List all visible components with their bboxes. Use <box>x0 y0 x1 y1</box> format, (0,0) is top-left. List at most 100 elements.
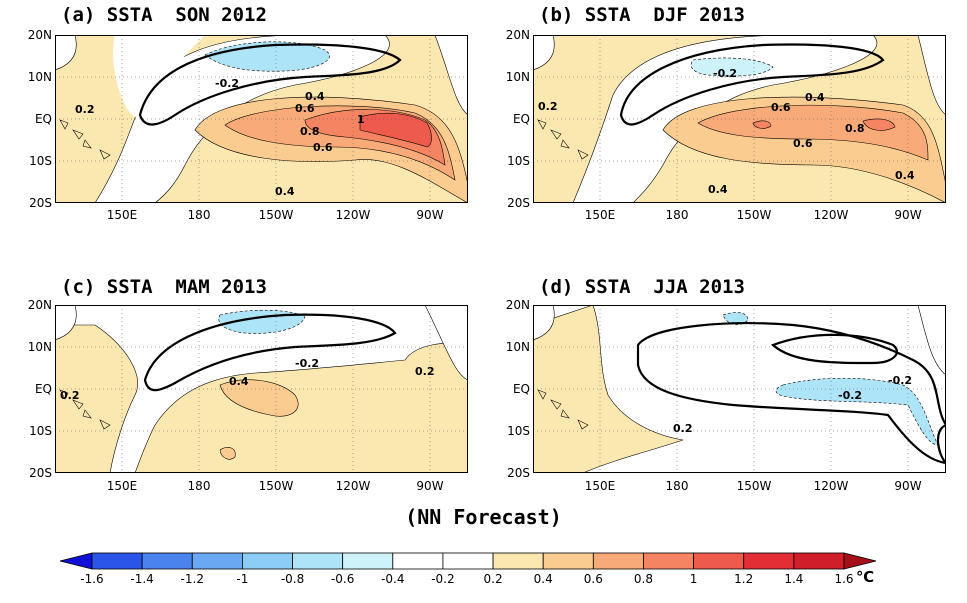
colorbar-label: 0.2 <box>483 572 503 586</box>
colorbar-label: 1 <box>689 572 698 586</box>
contour-label: 0.2 <box>75 103 95 116</box>
contour-label: 0.4 <box>275 185 295 198</box>
x-tick-label: 150W <box>258 479 294 493</box>
contour-label: 0.8 <box>300 125 320 138</box>
x-tick-label: 150W <box>258 208 294 222</box>
colorbar-label: 0.4 <box>533 572 553 586</box>
x-tick-label: 90W <box>416 479 444 493</box>
panel-b-title: (b) SSTA DJF 2013 <box>539 4 745 26</box>
colorbar-label: -0.6 <box>330 572 355 586</box>
colorbar-cell <box>643 552 695 570</box>
x-tick-label: 90W <box>894 479 922 493</box>
contour-label: 0.2 <box>538 100 558 113</box>
map-panel-a: -0.2 0.2 0.4 0.6 0.8 1 0.6 0.4 <box>55 35 468 203</box>
contour-label: 0.4 <box>895 169 915 182</box>
y-tick-label: 10S <box>29 154 52 168</box>
y-tick-label: 20S <box>507 196 530 210</box>
contour-label: -0.2 <box>713 67 737 80</box>
x-tick-label: 150E <box>584 208 616 222</box>
colorbar-cell <box>191 552 243 570</box>
figure-caption: (NN Forecast) <box>405 505 562 529</box>
x-tick-label: 150W <box>736 479 772 493</box>
colorbar-label: 1.2 <box>734 572 754 586</box>
colorbar-label: -1.4 <box>130 572 154 586</box>
colorbar <box>59 552 877 570</box>
panel-d-title: (d) SSTA JJA 2013 <box>539 276 745 298</box>
x-tick-label: 90W <box>894 208 922 222</box>
y-tick-label: 20N <box>27 298 52 312</box>
contour-label: 0.2 <box>673 422 693 435</box>
colorbar-label: -1.6 <box>80 572 104 586</box>
y-tick-label: 10N <box>27 340 52 354</box>
map-panel-b: -0.2 0.2 0.4 0.6 0.8 0.6 0.4 0.4 <box>533 35 946 203</box>
colorbar-label: 1.4 <box>784 572 804 586</box>
colorbar-cell <box>793 552 845 570</box>
x-tick-label: 180 <box>665 208 689 222</box>
x-tick-label: 120W <box>335 208 371 222</box>
colorbar-label: -1.2 <box>180 572 204 586</box>
contour-label: 0.6 <box>313 141 333 154</box>
x-tick-label: 180 <box>665 479 689 493</box>
colorbar-cell <box>743 552 795 570</box>
panel-a-title: (a) SSTA SON 2012 <box>61 4 267 26</box>
y-tick-label: 10N <box>27 70 52 84</box>
map-panel-c: -0.2 0.2 0.4 0.2 <box>55 305 468 473</box>
contour-label: 0.2 <box>60 389 80 402</box>
contour-label: 0.6 <box>771 101 791 114</box>
x-tick-label: 90W <box>416 208 444 222</box>
map-panel-d: -0.2 -0.2 0.2 <box>533 305 946 473</box>
y-tick-label: 10N <box>505 70 530 84</box>
contour-label: 1 <box>357 113 365 126</box>
colorbar-cell <box>241 552 293 570</box>
contour-label: 0.4 <box>305 90 325 103</box>
x-tick-label: 180 <box>187 208 211 222</box>
y-tick-label: EQ <box>34 112 52 126</box>
colorbar-cell <box>91 552 143 570</box>
y-tick-label: EQ <box>512 112 530 126</box>
y-tick-label: 20S <box>29 196 52 210</box>
colorbar-cell <box>693 552 745 570</box>
contour-label: 0.4 <box>708 183 728 196</box>
x-tick-label: 150E <box>584 479 616 493</box>
x-tick-label: 150W <box>736 208 772 222</box>
contour-label: -0.2 <box>838 389 862 402</box>
y-tick-label: 10S <box>507 424 530 438</box>
y-tick-label: 20S <box>29 466 52 480</box>
colorbar-cell <box>843 552 877 570</box>
y-tick-label: 20N <box>505 298 530 312</box>
y-tick-label: 10N <box>505 340 530 354</box>
colorbar-label: 0.6 <box>583 572 603 586</box>
colorbar-cell <box>59 552 93 570</box>
x-tick-label: 150E <box>106 479 138 493</box>
x-tick-label: 120W <box>813 208 849 222</box>
x-tick-label: 120W <box>813 479 849 493</box>
x-tick-label: 120W <box>335 479 371 493</box>
y-tick-label: EQ <box>34 382 52 396</box>
colorbar-cell <box>292 552 344 570</box>
contour-label: 0.6 <box>295 102 315 115</box>
colorbar-cell <box>342 552 394 570</box>
colorbar-label: -0.4 <box>381 572 405 586</box>
contour-label: 0.2 <box>415 365 435 378</box>
contour-label: -0.2 <box>888 374 912 387</box>
y-tick-label: EQ <box>512 382 530 396</box>
y-tick-label: 20S <box>507 466 530 480</box>
contour-label: 0.4 <box>805 91 825 104</box>
colorbar-cell <box>592 552 644 570</box>
y-tick-label: 20N <box>505 28 530 42</box>
colorbar-cell <box>442 552 494 570</box>
y-tick-label: 10S <box>507 154 530 168</box>
y-tick-label: 20N <box>27 28 52 42</box>
contour-label: 0.6 <box>793 137 813 150</box>
colorbar-unit: ℃ <box>856 568 875 586</box>
colorbar-label: 0.8 <box>633 572 653 586</box>
x-tick-label: 180 <box>187 479 211 493</box>
y-tick-label: 10S <box>29 424 52 438</box>
colorbar-label: 1.6 <box>834 572 854 586</box>
colorbar-label: -0.8 <box>280 572 305 586</box>
panel-c-title: (c) SSTA MAM 2013 <box>61 276 267 298</box>
colorbar-cell <box>492 552 544 570</box>
x-tick-label: 150E <box>106 208 138 222</box>
colorbar-cell <box>392 552 444 570</box>
colorbar-label: -1 <box>236 572 249 586</box>
